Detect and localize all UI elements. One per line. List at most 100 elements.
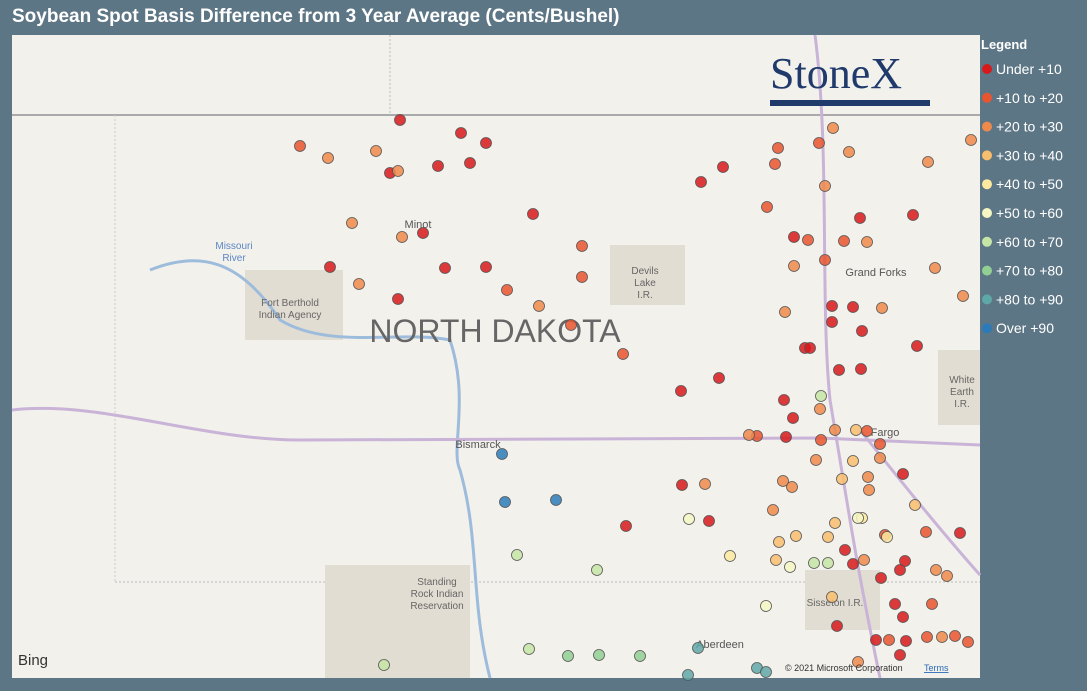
- location-point: [565, 319, 577, 331]
- location-point: [921, 631, 933, 643]
- location-point: [889, 598, 901, 610]
- location-point: [847, 301, 859, 313]
- location-point: [562, 650, 574, 662]
- location-point: [929, 262, 941, 274]
- location-point: [829, 424, 841, 436]
- location-point: [770, 554, 782, 566]
- area-label: Lake: [634, 278, 656, 289]
- area-label: Earth: [950, 387, 974, 398]
- legend-label: Over +90: [996, 320, 1054, 336]
- location-point: [815, 434, 827, 446]
- location-point: [847, 558, 859, 570]
- location-point: [826, 300, 838, 312]
- location-point: [773, 536, 785, 548]
- location-point: [417, 227, 429, 239]
- legend-label: +50 to +60: [996, 205, 1063, 221]
- location-point: [523, 643, 535, 655]
- location-point: [941, 570, 953, 582]
- location-point: [829, 517, 841, 529]
- location-point: [833, 364, 845, 376]
- area-label: Rock Indian: [411, 589, 464, 600]
- area-label: Standing: [417, 577, 456, 588]
- legend-marker: [982, 150, 992, 161]
- location-point: [675, 385, 687, 397]
- location-point: [911, 340, 923, 352]
- location-point: [883, 634, 895, 646]
- location-point: [962, 636, 974, 648]
- bing-logo: Bing: [18, 652, 48, 669]
- location-point: [432, 160, 444, 172]
- location-point: [814, 403, 826, 415]
- location-point: [294, 140, 306, 152]
- location-point: [769, 158, 781, 170]
- location-point: [620, 520, 632, 532]
- location-point: [862, 471, 874, 483]
- location-point: [936, 631, 948, 643]
- city-label: Bismarck: [455, 439, 501, 451]
- location-point: [499, 496, 511, 508]
- location-point: [819, 254, 831, 266]
- location-point: [827, 122, 839, 134]
- location-point: [804, 342, 816, 354]
- location-point: [894, 564, 906, 576]
- location-point: [324, 261, 336, 273]
- location-point: [322, 152, 334, 164]
- location-point: [861, 236, 873, 248]
- area-label: Devils: [631, 266, 658, 277]
- location-point: [676, 479, 688, 491]
- location-point: [617, 348, 629, 360]
- legend-marker: [982, 323, 992, 334]
- location-point: [683, 513, 695, 525]
- legend-marker: [982, 121, 992, 132]
- area-label: Reservation: [410, 601, 463, 612]
- location-point: [875, 572, 887, 584]
- location-point: [767, 504, 779, 516]
- location-point: [634, 650, 646, 662]
- location-point: [897, 611, 909, 623]
- legend-label: +60 to +70: [996, 234, 1063, 250]
- location-point: [876, 302, 888, 314]
- location-point: [713, 372, 725, 384]
- location-point: [907, 209, 919, 221]
- location-point: [838, 235, 850, 247]
- location-point: [813, 137, 825, 149]
- location-point: [464, 157, 476, 169]
- location-point: [897, 468, 909, 480]
- location-point: [852, 656, 864, 668]
- location-point: [455, 127, 467, 139]
- location-point: [790, 530, 802, 542]
- legend: Under +10 +10 to +20 +20 to +30 +30 to +40 +…: [982, 61, 1063, 336]
- legend-label: +10 to +20: [996, 90, 1063, 106]
- location-point: [965, 134, 977, 146]
- logo: StoneX: [770, 49, 930, 106]
- location-point: [949, 630, 961, 642]
- city-label: Fargo: [871, 427, 900, 439]
- location-point: [856, 325, 868, 337]
- location-point: [819, 180, 831, 192]
- area-label: Fort Berthold: [261, 298, 319, 309]
- location-point: [874, 452, 886, 464]
- location-point: [926, 598, 938, 610]
- map-features: [11, 34, 982, 679]
- location-point: [760, 600, 772, 612]
- location-point: [920, 526, 932, 538]
- location-point: [881, 531, 893, 543]
- location-point: [870, 634, 882, 646]
- location-point: [695, 176, 707, 188]
- legend-label: Under +10: [996, 61, 1062, 77]
- legend-marker: [982, 265, 992, 276]
- location-point: [346, 217, 358, 229]
- location-point: [511, 549, 523, 561]
- location-point: [682, 669, 694, 681]
- location-point: [826, 591, 838, 603]
- area-label: Sisseton I.R.: [807, 598, 864, 609]
- location-point: [957, 290, 969, 302]
- area-label: White: [949, 375, 975, 386]
- location-point: [855, 363, 867, 375]
- location-point: [839, 544, 851, 556]
- river-label: River: [222, 253, 246, 264]
- terms-link[interactable]: Terms: [924, 663, 949, 673]
- location-point: [810, 454, 822, 466]
- location-point: [439, 262, 451, 274]
- location-point: [786, 481, 798, 493]
